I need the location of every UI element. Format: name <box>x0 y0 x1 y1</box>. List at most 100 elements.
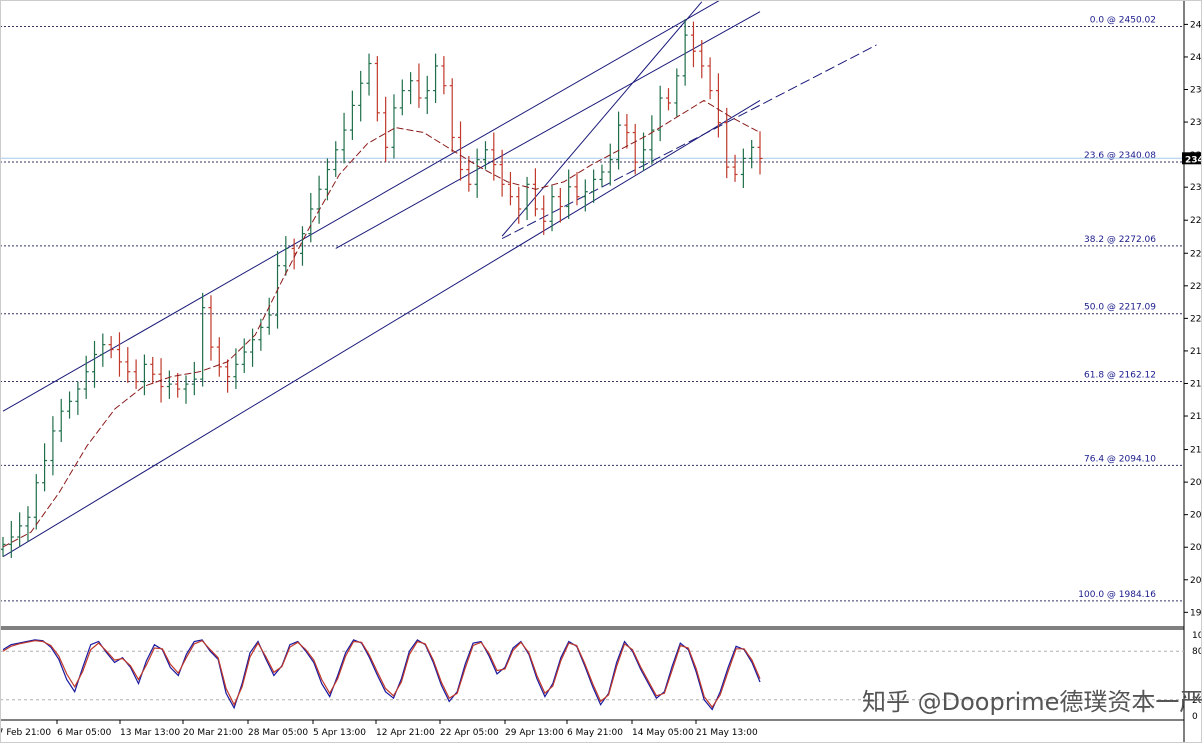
price-axis-label: 1974.90 <box>1190 608 1202 618</box>
price-bar <box>324 158 330 201</box>
time-axis-label: 5 Apr 13:00 <box>313 728 366 738</box>
price-bar <box>665 88 671 111</box>
current-price-label: 2343.11 <box>1185 155 1202 165</box>
price-axis-label: 2398.90 <box>1190 86 1202 96</box>
price-bar <box>574 171 580 206</box>
price-bar <box>690 21 696 68</box>
price-bar <box>283 236 289 276</box>
price-bar <box>458 121 464 181</box>
price-bar <box>349 90 355 140</box>
fib-level-label: 0.0 @ 2450.02 <box>1090 15 1156 25</box>
price-bar <box>482 141 488 170</box>
price-axis-label: 2239.70 <box>1190 282 1202 292</box>
price-bar <box>715 73 721 138</box>
price-bar <box>657 85 663 142</box>
price-bar <box>333 141 339 177</box>
price-bar <box>191 361 197 396</box>
price-bar <box>491 132 497 181</box>
fib-level-label: 100.0 @ 1984.16 <box>1078 590 1156 600</box>
price-bar <box>17 512 23 547</box>
price-bar <box>632 123 638 175</box>
price-bar <box>740 148 746 189</box>
price-axis-label: 2080.50 <box>1190 478 1202 488</box>
price-axis-label: 2451.70 <box>1190 20 1202 30</box>
price-bar <box>424 75 430 115</box>
channel-lower-line <box>2 100 761 558</box>
price-bar <box>183 375 189 404</box>
price-bar <box>724 107 730 179</box>
price-bar <box>757 131 763 175</box>
channel-upper-line <box>2 0 722 412</box>
price-bar <box>408 72 414 105</box>
price-bar <box>33 474 39 530</box>
price-axis-label: 2213.30 <box>1190 314 1202 324</box>
price-bar <box>674 68 680 117</box>
price-axis-label: 2027.70 <box>1190 543 1202 553</box>
stochastic-main-line <box>2 639 761 711</box>
price-bar <box>599 164 605 187</box>
watermark-text: 知乎 @Dooprime德璞资本一严 <box>862 688 1202 716</box>
channel-base-line <box>501 44 877 240</box>
current-price-tag <box>1182 152 1202 165</box>
channel-lower-line <box>335 11 761 249</box>
price-axis-label: 2134.10 <box>1190 412 1202 422</box>
time-axis-label: 13 Mar 13:00 <box>120 728 180 738</box>
price-bar <box>358 70 364 122</box>
price-axis-label: 2292.90 <box>1190 216 1202 226</box>
fib-level-label: 50.0 @ 2217.09 <box>1084 303 1156 313</box>
price-bar <box>532 168 538 217</box>
time-axis-label: 14 May 05:00 <box>632 728 694 738</box>
price-bar <box>507 171 513 206</box>
time-axis-label: 28 Mar 05:00 <box>248 728 308 738</box>
oscillator-axis-label: 0 <box>1192 712 1198 722</box>
price-axis-label: 2106.90 <box>1190 446 1202 456</box>
price-bar <box>299 226 305 266</box>
price-bar <box>166 370 172 399</box>
price-bar <box>383 96 389 163</box>
price-bar <box>649 115 655 165</box>
price-bar <box>233 348 239 390</box>
price-bar <box>699 40 705 79</box>
time-axis-label: 29 Apr 13:00 <box>505 728 564 738</box>
price-bar <box>582 179 588 212</box>
price-axis-label: 2186.90 <box>1190 347 1202 357</box>
price-axis-label: 2001.30 <box>1190 576 1202 586</box>
price-bar <box>241 338 247 373</box>
price-bar <box>266 297 272 335</box>
moving-average-line <box>2 99 761 548</box>
price-bar <box>92 340 98 388</box>
price-bar <box>83 355 89 399</box>
price-bar <box>441 56 447 95</box>
oscillator-axis-label: 20 <box>1192 696 1202 706</box>
price-axis-label: 2160.50 <box>1190 379 1202 389</box>
time-axis-label: 20 Mar 21:00 <box>183 728 243 738</box>
price-bar <box>433 53 439 103</box>
price-bar <box>591 169 597 203</box>
price-bar <box>499 149 505 197</box>
stochastic-signal-line <box>2 639 761 709</box>
time-axis-label: 21 May 13:00 <box>696 728 758 738</box>
price-bar <box>641 132 647 171</box>
price-bar <box>108 335 114 359</box>
price-bar <box>116 332 122 377</box>
price-bar <box>341 112 347 164</box>
price-bar <box>449 78 455 153</box>
time-axis-label: 6 May 21:00 <box>567 728 623 738</box>
fib-level-label: 61.8 @ 2162.12 <box>1084 370 1156 380</box>
price-bar <box>524 176 530 221</box>
price-bar <box>100 333 106 367</box>
price-bar <box>366 53 372 96</box>
price-bar <box>416 63 422 108</box>
price-bar <box>607 143 613 186</box>
oscillator-axis-label: 80 <box>1192 647 1202 657</box>
price-axis-label: 2319.70 <box>1190 183 1202 193</box>
price-bar <box>133 359 139 390</box>
price-bar <box>42 443 48 492</box>
price-bar <box>624 114 630 149</box>
fib-level-label: 76.4 @ 2094.10 <box>1084 454 1156 464</box>
price-bar <box>732 154 738 182</box>
price-bar <box>175 372 181 398</box>
price-axis-label: 2266.10 <box>1190 249 1202 259</box>
